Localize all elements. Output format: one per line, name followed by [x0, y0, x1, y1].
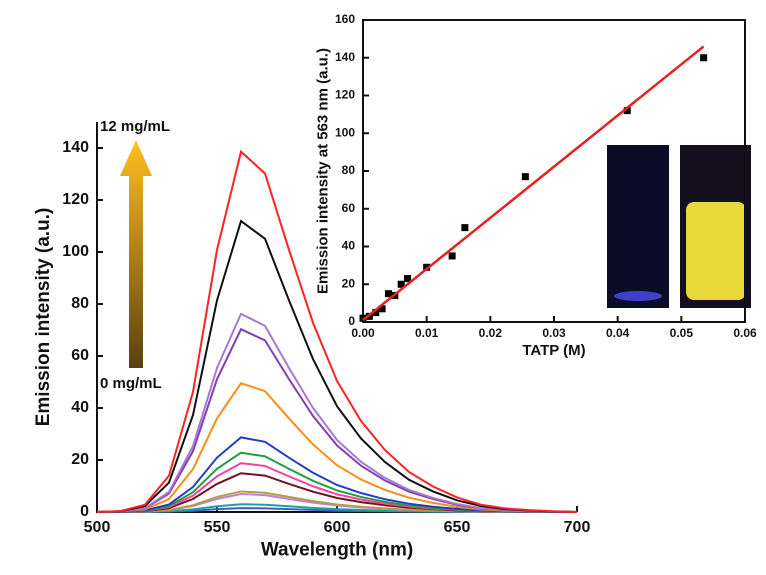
data-point [423, 263, 431, 271]
y-tick-label: 60 [71, 347, 89, 364]
data-point [623, 107, 631, 115]
y-tick-label: 80 [342, 163, 356, 177]
y-tick-label: 120 [62, 191, 89, 208]
x-tick-label: 0.03 [542, 326, 566, 340]
y-tick-label: 120 [335, 88, 355, 102]
x-axis-title: TATP (M) [522, 342, 585, 359]
data-point [397, 280, 405, 288]
y-tick-label: 160 [335, 12, 355, 26]
y-tick-label: 80 [71, 295, 89, 312]
y-tick-label: 0 [80, 503, 89, 520]
y-tick-label: 20 [71, 451, 89, 468]
y-tick-label: 0 [348, 314, 355, 328]
y-tick-label: 100 [335, 125, 355, 139]
x-tick-label: 700 [564, 519, 591, 536]
data-point [404, 275, 412, 283]
series-line [96, 149, 578, 513]
x-tick-label: 0.05 [670, 326, 694, 340]
data-point [384, 290, 392, 298]
data-point [521, 173, 529, 181]
data-point [359, 314, 367, 322]
y-tick-label: 20 [342, 276, 356, 290]
x-tick-label: 650 [444, 519, 471, 536]
y-tick-label: 100 [62, 243, 89, 260]
x-tick-label: 0.00 [351, 326, 375, 340]
series-line [96, 312, 578, 513]
x-tick-label: 550 [204, 519, 231, 536]
x-tick-label: 600 [324, 519, 351, 536]
data-point [448, 252, 456, 260]
y-tick-label: 40 [342, 239, 356, 253]
x-tick-label: 500 [84, 519, 111, 536]
concentration-arrow [120, 140, 152, 368]
y-tick-label: 40 [71, 399, 89, 416]
y-axis-title: Emission intensity at 563 nm (a.u.) [314, 48, 331, 294]
data-point [700, 54, 708, 62]
x-tick-label: 0.06 [733, 326, 757, 340]
y-axis-title: Emission intensity (a.u.) [33, 208, 54, 427]
x-tick-label: 0.02 [479, 326, 503, 340]
series-line [362, 45, 705, 322]
vial-glow [614, 291, 662, 301]
x-axis-title: Wavelength (nm) [261, 539, 413, 560]
data-point [461, 224, 469, 232]
y-tick-label: 140 [335, 50, 355, 64]
x-tick-label: 0.04 [606, 326, 630, 340]
data-point [372, 309, 380, 317]
series-line [96, 219, 578, 513]
vial-photo-blank [607, 145, 669, 308]
annotation: 12 mg/mL [100, 118, 170, 135]
y-tick-label: 60 [342, 201, 356, 215]
axis-line [96, 122, 577, 513]
vial-fluorescence [686, 202, 746, 300]
y-tick-label: 140 [62, 139, 89, 156]
data-point [378, 305, 386, 313]
x-tick-label: 0.01 [415, 326, 439, 340]
annotation: 0 mg/mL [100, 375, 162, 392]
